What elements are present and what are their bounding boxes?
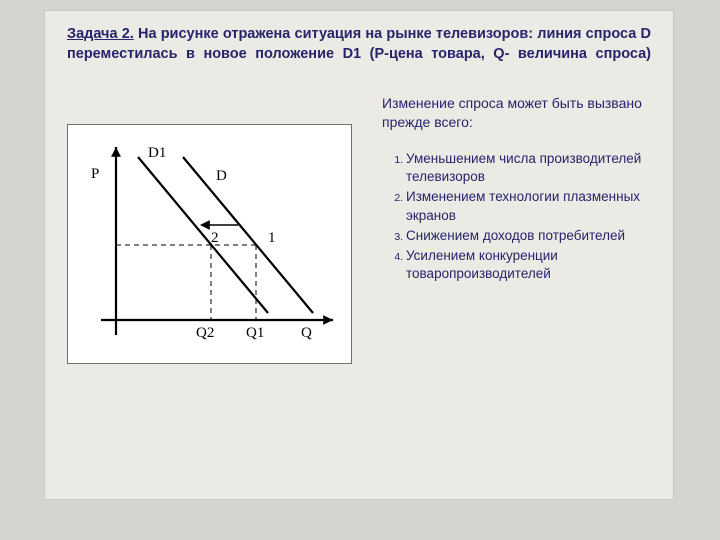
title-underline: Задача 2. xyxy=(67,26,134,42)
svg-text:Q1: Q1 xyxy=(246,325,264,341)
svg-text:Q: Q xyxy=(301,325,312,341)
demand-shift-chart: P D1 D 2 1 Q2 Q1 Q xyxy=(67,124,352,364)
option-item: Уменьшением числа производителей телевиз… xyxy=(406,150,651,186)
option-item: Усилением конкуренции товаропроизводител… xyxy=(406,247,651,283)
svg-text:1: 1 xyxy=(268,230,276,246)
svg-text:Q2: Q2 xyxy=(196,325,214,341)
chart-container: P D1 D 2 1 Q2 Q1 Q xyxy=(67,124,352,364)
options-list: Уменьшением числа производителей телевиз… xyxy=(382,150,651,284)
content-row: P D1 D 2 1 Q2 Q1 Q Изменение спроса может быть … xyxy=(67,92,651,364)
option-item: Изменением технологии плазменных экранов xyxy=(406,188,651,224)
problem-title: Задача 2. На рисунке отражена ситуация н… xyxy=(67,25,651,64)
option-item: Снижением доходов потребителей xyxy=(406,227,651,245)
right-column: Изменение спроса может быть вызвано преж… xyxy=(382,92,651,364)
title-rest: На рисунке отражена ситуация на рынке те… xyxy=(67,26,651,62)
svg-text:2: 2 xyxy=(211,230,219,246)
slide-card: Задача 2. На рисунке отражена ситуация н… xyxy=(44,10,674,500)
svg-text:P: P xyxy=(91,166,99,182)
svg-text:D: D xyxy=(216,168,227,184)
lead-text: Изменение спроса может быть вызвано преж… xyxy=(382,94,651,132)
svg-text:D1: D1 xyxy=(148,145,166,161)
